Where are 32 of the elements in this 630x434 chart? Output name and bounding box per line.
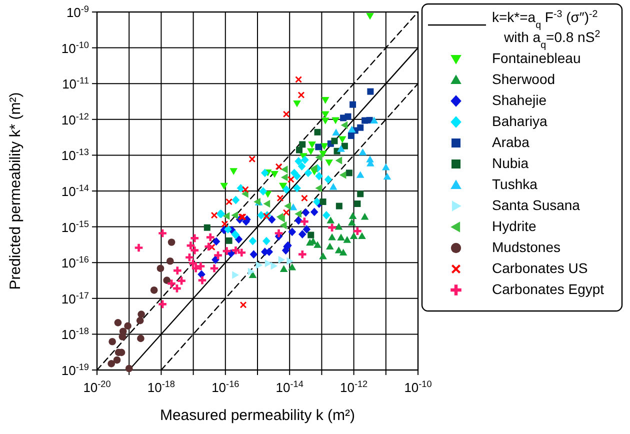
- y-tick-label: 10$^{-12}$: [61, 111, 89, 128]
- legend-label: Carbonates US: [492, 260, 588, 276]
- legend-label: Hydrite: [492, 218, 537, 234]
- y-tick-label: 10$^{-13}$: [61, 147, 89, 164]
- x-tick-label: 10$^{-14}$: [276, 379, 304, 395]
- y-tick-label: 10$^{-17}$: [61, 290, 89, 306]
- y-tick-label: 10$^{-16}$: [61, 254, 89, 271]
- legend-label: Araba: [492, 134, 530, 150]
- legend-label: Fontainebleau: [492, 50, 581, 66]
- y-tick-label: 10$^{-19}$: [61, 362, 89, 378]
- y-axis-title: Predicted permeability k* (m²): [7, 92, 24, 290]
- legend-label: Santa Susana: [492, 197, 580, 213]
- x-tick-label: 10$^{-20}$: [83, 379, 111, 395]
- legend-label: Bahariya: [492, 113, 548, 129]
- x-tick-label: 10$^{-16}$: [212, 379, 240, 395]
- text: k=k*=a$_{q}$ F$^{-3}$ (σ″)$^{-2}$ with a$_{q}$=0.8 nS$^{2}$: [492, 8, 600, 50]
- y-tick-label: 10$^{-14}$: [61, 183, 89, 199]
- legend-label: Sherwood: [492, 71, 556, 87]
- x-tick-label: 10$^{-12}$: [340, 379, 368, 395]
- legend-label: Shahejie: [492, 92, 547, 108]
- x-axis-title: Measured permeability k (m²): [160, 407, 356, 424]
- legend-label: Carbonates Egypt: [492, 281, 604, 297]
- x-tick-label: 10$^{-10}$: [404, 379, 432, 395]
- y-tick-label: 10$^{-10}$: [61, 40, 89, 56]
- x-tick-label: 10$^{-18}$: [147, 379, 176, 395]
- legend-label: Nubia: [492, 155, 529, 171]
- legend-label: Mudstones: [492, 239, 560, 255]
- y-tick-label: 10$^{-11}$: [62, 76, 89, 92]
- legend-label: Tushka: [492, 176, 538, 192]
- y-tick-label: 10$^{-15}$: [61, 218, 89, 235]
- y-tick-label: 10$^{-18}$: [61, 326, 89, 342]
- y-tick-label: 10$^{-9}$: [66, 4, 89, 20]
